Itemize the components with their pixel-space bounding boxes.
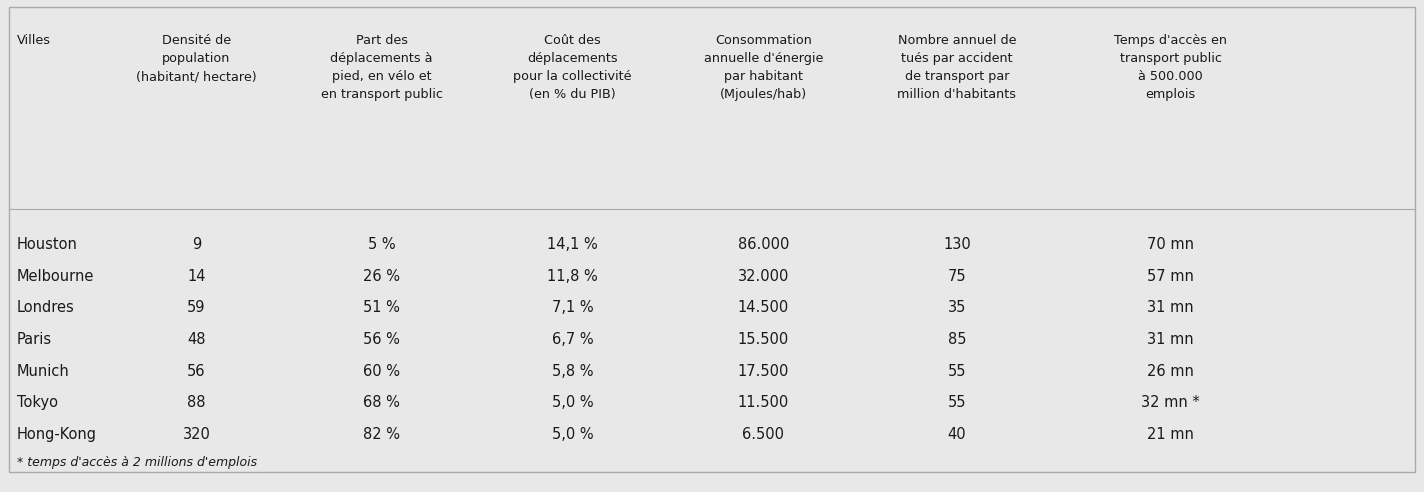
Text: 85: 85 — [948, 332, 965, 347]
Text: 5 %: 5 % — [367, 237, 396, 252]
Text: 59: 59 — [188, 300, 205, 315]
Text: 32.000: 32.000 — [738, 269, 789, 284]
Text: 15.500: 15.500 — [738, 332, 789, 347]
Text: Melbourne: Melbourne — [17, 269, 94, 284]
Text: 5,0 %: 5,0 % — [551, 427, 594, 442]
Text: 31 mn: 31 mn — [1148, 300, 1193, 315]
Text: 11,8 %: 11,8 % — [547, 269, 598, 284]
Text: 48: 48 — [188, 332, 205, 347]
Text: Consommation
annuelle d'énergie
par habitant
(Mjoules/hab): Consommation annuelle d'énergie par habi… — [703, 34, 823, 101]
Text: 26 mn: 26 mn — [1148, 364, 1193, 379]
Text: Tokyo: Tokyo — [17, 395, 58, 410]
Text: 51 %: 51 % — [363, 300, 400, 315]
Text: Densité de
population
(habitant/ hectare): Densité de population (habitant/ hectare… — [137, 34, 256, 84]
Text: 86.000: 86.000 — [738, 237, 789, 252]
Text: Villes: Villes — [17, 34, 51, 47]
Text: 11.500: 11.500 — [738, 395, 789, 410]
Text: Temps d'accès en
transport public
à 500.000
emplois: Temps d'accès en transport public à 500.… — [1114, 34, 1227, 101]
Text: 60 %: 60 % — [363, 364, 400, 379]
Text: 14: 14 — [188, 269, 205, 284]
Text: 82 %: 82 % — [363, 427, 400, 442]
Text: Paris: Paris — [17, 332, 53, 347]
Text: 35: 35 — [948, 300, 965, 315]
Text: 5,8 %: 5,8 % — [551, 364, 594, 379]
Text: Nombre annuel de
tués par accident
de transport par
million d'habitants: Nombre annuel de tués par accident de tr… — [897, 34, 1017, 101]
Text: 56 %: 56 % — [363, 332, 400, 347]
Text: Londres: Londres — [17, 300, 75, 315]
Text: 32 mn *: 32 mn * — [1141, 395, 1200, 410]
Text: Houston: Houston — [17, 237, 78, 252]
FancyBboxPatch shape — [9, 7, 1415, 472]
Text: 70 mn: 70 mn — [1146, 237, 1195, 252]
Text: Hong-Kong: Hong-Kong — [17, 427, 97, 442]
Text: 21 mn: 21 mn — [1148, 427, 1193, 442]
Text: Munich: Munich — [17, 364, 70, 379]
Text: 56: 56 — [188, 364, 205, 379]
Text: Part des
déplacements à
pied, en vélo et
en transport public: Part des déplacements à pied, en vélo et… — [320, 34, 443, 101]
Text: 40: 40 — [947, 427, 967, 442]
Text: 14,1 %: 14,1 % — [547, 237, 598, 252]
Text: 7,1 %: 7,1 % — [551, 300, 594, 315]
Text: 55: 55 — [948, 395, 965, 410]
Text: 6.500: 6.500 — [742, 427, 785, 442]
Text: 5,0 %: 5,0 % — [551, 395, 594, 410]
Text: Coût des
déplacements
pour la collectivité
(en % du PIB): Coût des déplacements pour la collectivi… — [513, 34, 632, 101]
Text: 26 %: 26 % — [363, 269, 400, 284]
Text: 17.500: 17.500 — [738, 364, 789, 379]
Text: 55: 55 — [948, 364, 965, 379]
Text: 130: 130 — [943, 237, 971, 252]
Text: 31 mn: 31 mn — [1148, 332, 1193, 347]
Text: 6,7 %: 6,7 % — [551, 332, 594, 347]
Text: 75: 75 — [947, 269, 967, 284]
Text: * temps d'accès à 2 millions d'emplois: * temps d'accès à 2 millions d'emplois — [17, 456, 258, 469]
Text: 9: 9 — [192, 237, 201, 252]
Text: 320: 320 — [182, 427, 211, 442]
Text: 57 mn: 57 mn — [1148, 269, 1193, 284]
Text: 14.500: 14.500 — [738, 300, 789, 315]
Text: 68 %: 68 % — [363, 395, 400, 410]
Text: 88: 88 — [188, 395, 205, 410]
